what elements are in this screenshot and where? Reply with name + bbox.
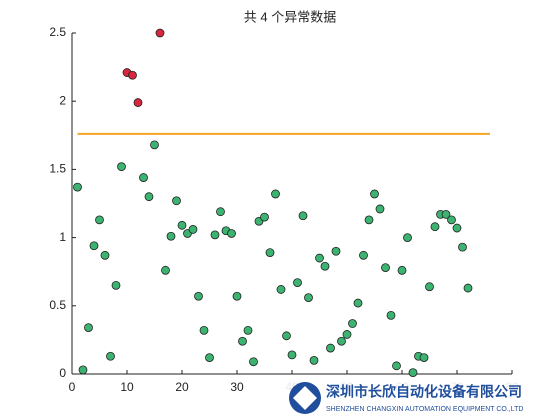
point bbox=[128, 70, 137, 80]
point bbox=[111, 280, 121, 290]
point bbox=[271, 189, 280, 199]
point bbox=[348, 319, 357, 328]
point bbox=[106, 351, 115, 361]
point bbox=[392, 361, 401, 371]
point bbox=[260, 212, 269, 222]
logo-icon-shape bbox=[293, 386, 317, 410]
point bbox=[463, 283, 473, 293]
point bbox=[298, 211, 308, 221]
point bbox=[100, 250, 110, 260]
point bbox=[150, 140, 159, 150]
point bbox=[287, 350, 297, 360]
company-name-en: SHENZHEN CHANGXIN AUTOMATION EQUIPMENT C… bbox=[326, 406, 523, 413]
point bbox=[419, 353, 429, 363]
point bbox=[331, 246, 341, 256]
point bbox=[139, 173, 148, 182]
point bbox=[441, 210, 451, 219]
point bbox=[375, 204, 385, 214]
point bbox=[326, 343, 335, 353]
point bbox=[188, 225, 198, 234]
point bbox=[95, 215, 104, 225]
point bbox=[353, 298, 363, 308]
point bbox=[304, 293, 313, 303]
point bbox=[265, 248, 275, 258]
point bbox=[216, 207, 225, 217]
point bbox=[144, 192, 154, 202]
point bbox=[458, 242, 467, 252]
point bbox=[309, 355, 319, 365]
point bbox=[386, 310, 396, 320]
point bbox=[397, 265, 407, 275]
point bbox=[155, 28, 165, 38]
point bbox=[194, 291, 203, 301]
y-tick-label: 1 bbox=[59, 230, 66, 244]
point bbox=[408, 368, 418, 378]
point bbox=[89, 241, 99, 251]
y-tick-label: 1.5 bbox=[49, 162, 66, 176]
point bbox=[84, 323, 93, 333]
x-tick-label: 20 bbox=[175, 380, 189, 394]
point bbox=[370, 189, 379, 199]
point bbox=[315, 253, 324, 263]
y-tick-label: 0.5 bbox=[49, 298, 66, 312]
point bbox=[232, 291, 242, 301]
y-tick-label: 2 bbox=[59, 93, 66, 107]
x-tick-label: 10 bbox=[120, 380, 134, 394]
point bbox=[359, 250, 368, 260]
point bbox=[78, 365, 88, 375]
point bbox=[381, 263, 390, 273]
point bbox=[166, 231, 176, 241]
chart-title: 共 4 个异常数据 bbox=[244, 9, 336, 24]
y-tick-label: 2.5 bbox=[49, 25, 66, 39]
logo: 深圳市长欣自动化设备有限公司 SHENZHEN CHANGXIN AUTOMAT… bbox=[285, 378, 560, 420]
y-tick-label: 0 bbox=[59, 366, 66, 380]
point bbox=[172, 196, 181, 206]
point bbox=[133, 98, 143, 107]
point bbox=[227, 229, 236, 238]
point bbox=[320, 261, 330, 271]
x-tick-label: 0 bbox=[69, 380, 76, 394]
point bbox=[249, 357, 258, 367]
point bbox=[430, 222, 440, 232]
point bbox=[293, 278, 302, 288]
point bbox=[238, 336, 247, 346]
point bbox=[342, 330, 352, 339]
point bbox=[117, 162, 126, 172]
point bbox=[205, 353, 214, 363]
point bbox=[177, 220, 187, 230]
company-name: 深圳市长欣自动化设备有限公司 bbox=[326, 384, 522, 400]
point bbox=[452, 223, 462, 233]
x-tick-label: 30 bbox=[230, 380, 244, 394]
point bbox=[276, 285, 286, 294]
point bbox=[73, 182, 82, 192]
point bbox=[447, 215, 456, 225]
logo-bg bbox=[285, 378, 560, 420]
point bbox=[243, 325, 253, 335]
point bbox=[364, 215, 374, 225]
point bbox=[403, 233, 412, 243]
point bbox=[161, 265, 170, 275]
point bbox=[337, 336, 346, 346]
point bbox=[425, 282, 434, 292]
point bbox=[210, 230, 220, 240]
point bbox=[199, 325, 209, 335]
point bbox=[282, 331, 291, 341]
